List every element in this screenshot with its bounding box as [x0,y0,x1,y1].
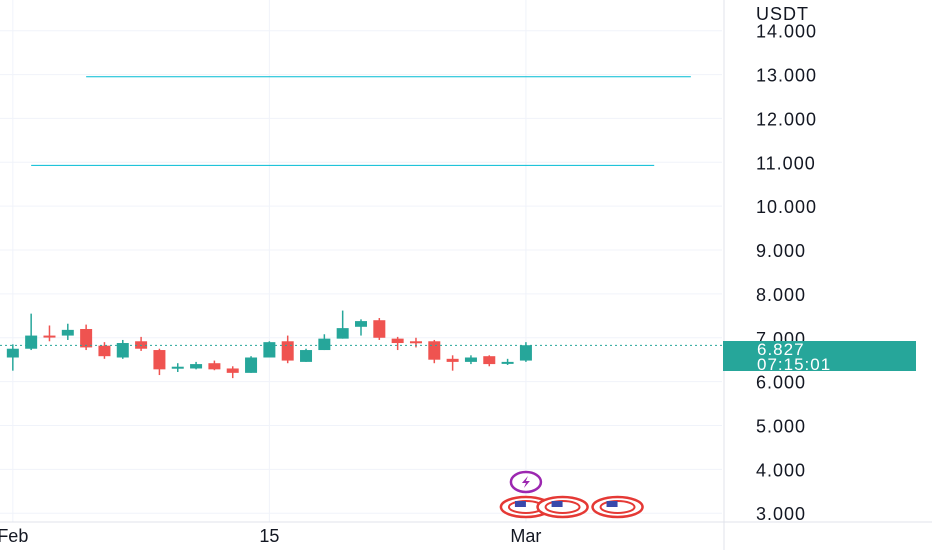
candle-body [43,335,56,338]
candle-body [428,341,441,360]
time-tick-label: Feb [0,526,28,546]
candle-body [61,329,74,336]
last-price-tag: 6.827 07:15:01 [723,340,916,374]
flag-canton [606,501,618,507]
price-tick-label: 8.000 [756,285,806,305]
price-tick-label: 3.000 [756,504,806,524]
price-tick-label: 12.000 [756,109,817,129]
price-tick-label: 11.000 [756,153,816,173]
candle-body [409,341,422,344]
time-tick-label: Mar [510,526,541,546]
flag-canton [514,501,526,507]
candle-body [373,320,386,338]
candle-body [208,363,221,370]
candle-body [501,361,514,364]
candle-body [391,338,404,344]
price-tick-label: 14.000 [756,22,817,42]
candle-body [318,338,331,351]
candle-body [464,357,477,362]
candle-body [226,368,239,373]
candle-body [336,328,349,339]
candle-body [80,328,93,348]
candle-body [153,350,166,370]
flag-canton [551,501,563,507]
price-tick-label: 10.000 [756,197,817,217]
candle-body [116,343,129,358]
candle-body [190,364,203,369]
price-tick-label: 5.000 [756,416,806,436]
currency-label: USDT [756,4,809,24]
candle-body [6,348,19,358]
candle-body [171,366,184,369]
last-price-value: 6.827 [757,340,805,359]
candle-countdown: 07:15:01 [757,355,832,374]
candle-body [245,357,258,373]
price-tick-label: 9.000 [756,241,806,261]
candle-body [446,358,459,362]
price-tick-label: 4.000 [756,460,806,480]
candle-body [281,341,294,361]
candle-body [98,345,111,357]
candle-body [519,345,532,361]
time-tick-label: 15 [259,526,279,546]
price-tick-label: 6.000 [756,373,806,393]
lightning-bolt-glyph [521,476,530,488]
candle-body [25,335,38,349]
candle-body [263,342,276,358]
candle-body [483,356,496,365]
candle-body [355,321,367,327]
candle-body [300,350,313,362]
price-tick-label: 13.000 [756,66,817,86]
